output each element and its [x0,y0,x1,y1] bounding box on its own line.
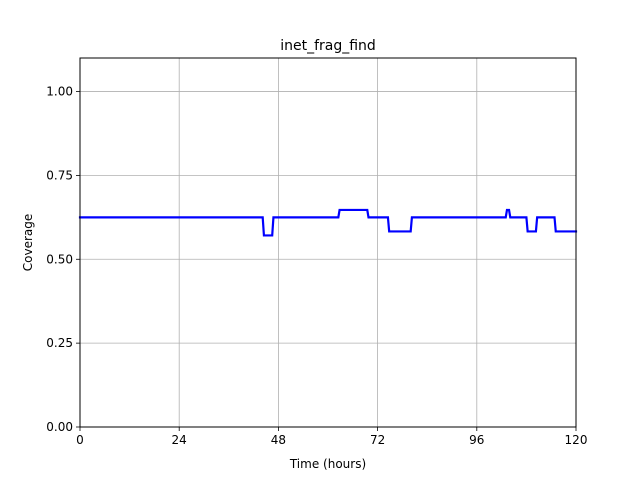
y-tick-label: 0.00 [46,420,73,434]
series-layer [78,208,578,237]
y-tick-label: 0.25 [46,336,73,350]
x-axis-ticks: 0 24 48 72 96 120 [76,427,587,447]
x-tick-label: 48 [271,433,286,447]
y-tick-label: 0.75 [46,168,73,182]
y-axis-ticks: 0.00 0.25 0.50 0.75 1.00 [46,85,80,434]
chart-title: inet_frag_find [280,38,376,54]
y-tick-label: 0.50 [46,252,73,266]
y-tick-label: 1.00 [46,85,73,99]
coverage-series-line [78,208,578,237]
x-tick-label: 0 [76,433,84,447]
y-axis-label: Coverage [21,214,35,272]
x-tick-label: 96 [469,433,484,447]
plot-frame [79,57,577,428]
x-tick-label: 120 [565,433,588,447]
x-tick-label: 72 [370,433,385,447]
x-tick-label: 24 [172,433,187,447]
x-axis-label: Time (hours) [289,457,366,471]
